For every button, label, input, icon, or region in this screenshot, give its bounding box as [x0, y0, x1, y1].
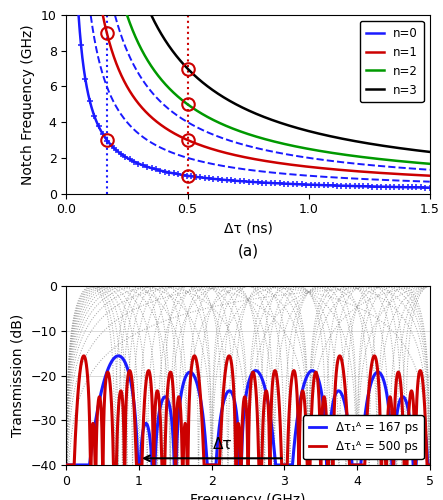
n=2: [410, 160, 415, 166]
n=0: [315, 182, 321, 188]
n=3: [260, 114, 265, 119]
n=1: [100, 12, 105, 18]
n=0: [255, 180, 260, 186]
Legend: n=0, n=1, n=2, n=3: n=0, n=1, n=2, n=3: [360, 21, 424, 102]
Line: n=0: n=0: [78, 16, 430, 188]
X-axis label: Frequency (GHz): Frequency (GHz): [190, 494, 306, 500]
X-axis label: Δτ (ns): Δτ (ns): [224, 222, 272, 236]
n=1: [427, 172, 432, 178]
n=0: [264, 180, 270, 186]
n=1: [129, 92, 135, 98]
n=3: [226, 98, 232, 103]
n=0: [338, 182, 343, 188]
n=0: [149, 165, 154, 171]
n=2: [404, 158, 409, 164]
n=3: [360, 140, 365, 145]
n=3: [323, 132, 328, 138]
n=0: [427, 184, 432, 190]
n=3: [234, 102, 240, 108]
n=2: [361, 154, 366, 160]
Line: n=3: n=3: [151, 15, 430, 152]
n=2: [174, 92, 179, 98]
n=0: [302, 182, 307, 188]
n=2: [405, 159, 410, 165]
Line: n=1: n=1: [103, 15, 430, 175]
Text: (a): (a): [237, 244, 259, 258]
Text: Δτ: Δτ: [213, 436, 233, 452]
n=2: [427, 161, 432, 167]
n=0: [76, 13, 81, 19]
Legend: Δτ₁ᴬ = 167 ps, Δτ₁ᴬ = 500 ps: Δτ₁ᴬ = 167 ps, Δτ₁ᴬ = 500 ps: [303, 416, 424, 459]
n=2: [412, 160, 418, 166]
Y-axis label: Notch Frequency (GHz): Notch Frequency (GHz): [21, 24, 35, 184]
n=3: [427, 149, 432, 155]
n=1: [381, 170, 387, 176]
n=1: [168, 128, 174, 134]
n=2: [124, 12, 130, 18]
Line: n=2: n=2: [127, 15, 430, 164]
n=1: [330, 166, 336, 172]
n=3: [148, 12, 154, 18]
n=3: [402, 146, 408, 152]
n=1: [381, 170, 386, 176]
n=1: [314, 164, 319, 170]
Y-axis label: Transmission (dB): Transmission (dB): [11, 314, 25, 438]
